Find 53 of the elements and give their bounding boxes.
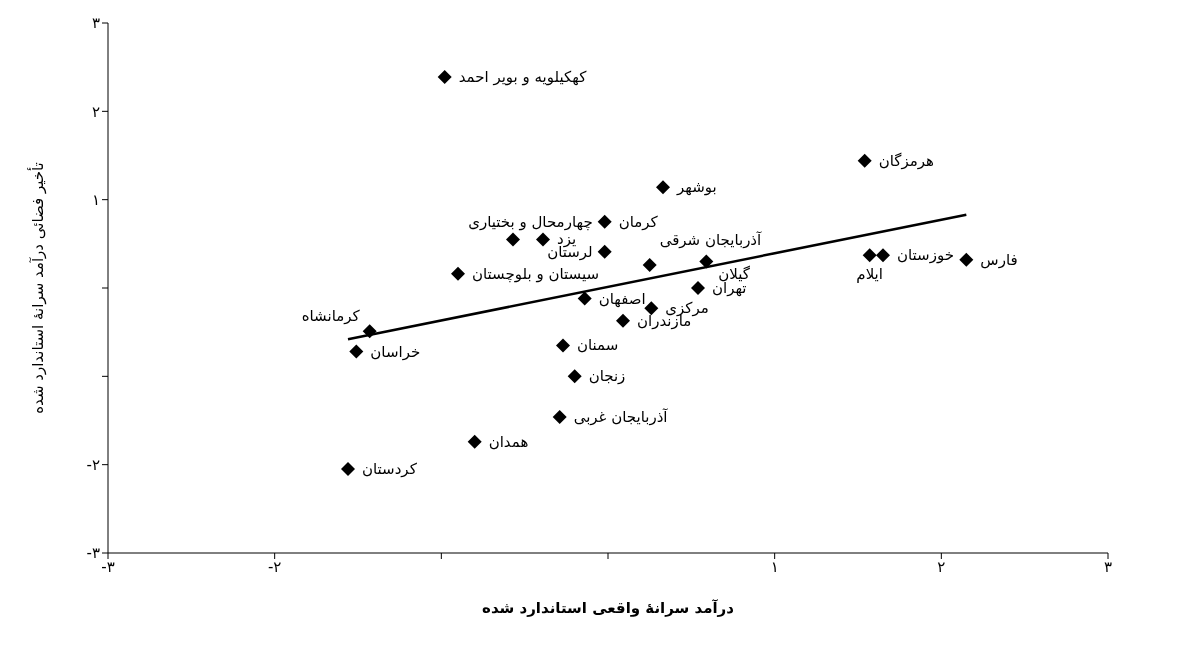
y-tick-label: ۲	[91, 102, 100, 121]
point	[506, 232, 520, 247]
x-tick-label: ۲	[937, 557, 946, 576]
annotation: یزد	[557, 230, 577, 249]
annotation: کردستان	[362, 460, 418, 479]
annotation: کرمان	[618, 212, 659, 231]
annotation: خوزستان	[897, 246, 954, 265]
point	[656, 180, 670, 195]
point	[552, 409, 567, 424]
point	[862, 248, 877, 263]
annotation: فارس	[980, 250, 1018, 269]
point	[616, 313, 630, 328]
point	[642, 258, 657, 273]
point	[536, 232, 550, 247]
point	[349, 344, 364, 359]
point	[577, 291, 592, 306]
y-axis-title: تأخیر فضائی درآمد سرانهٔ استاندارد شده	[27, 162, 48, 414]
annotation: کهکیلویه و بویر احمد	[458, 67, 588, 86]
annotation: خراسان	[370, 342, 421, 361]
point	[341, 462, 355, 477]
y-tick-label: -۲	[86, 455, 100, 474]
annotation: چهارمحال و بختیاری	[468, 212, 593, 231]
annotation: اصفهان	[598, 289, 646, 308]
point	[556, 338, 570, 353]
annotation: ایلام	[856, 265, 883, 284]
point	[644, 301, 659, 316]
annotation: سمنان	[577, 336, 619, 355]
annotation: آذربایجان شرقی	[659, 231, 763, 250]
annotation: بوشهر	[676, 178, 717, 197]
annotation: آذربایجان غربی	[573, 407, 669, 426]
point	[467, 434, 482, 449]
point	[451, 266, 465, 281]
point	[567, 369, 582, 384]
annotation: همدان	[488, 432, 529, 451]
annotation: سیستان و بلوچستان	[472, 264, 600, 283]
x-tick-label: ۱	[770, 557, 779, 576]
y-tick-label: ۳	[91, 14, 100, 33]
point	[857, 153, 872, 168]
x-axis-title: درآمد سرانهٔ واقعی استاندارد شده	[482, 599, 735, 617]
point	[691, 281, 705, 295]
y-tick-label: -۳	[86, 544, 100, 563]
x-tick-label: ۳	[1103, 557, 1113, 576]
point	[597, 244, 612, 259]
y-tick-label: ۱	[91, 190, 100, 209]
annotation: زنجان	[588, 367, 626, 386]
x-tick-label: -۲	[267, 557, 282, 576]
annotation: هرمزگان	[878, 151, 934, 170]
point	[959, 252, 974, 267]
annotation: کرمانشاه	[301, 307, 361, 326]
point	[699, 254, 714, 269]
point	[876, 248, 890, 263]
point	[437, 69, 452, 84]
point	[597, 214, 612, 229]
